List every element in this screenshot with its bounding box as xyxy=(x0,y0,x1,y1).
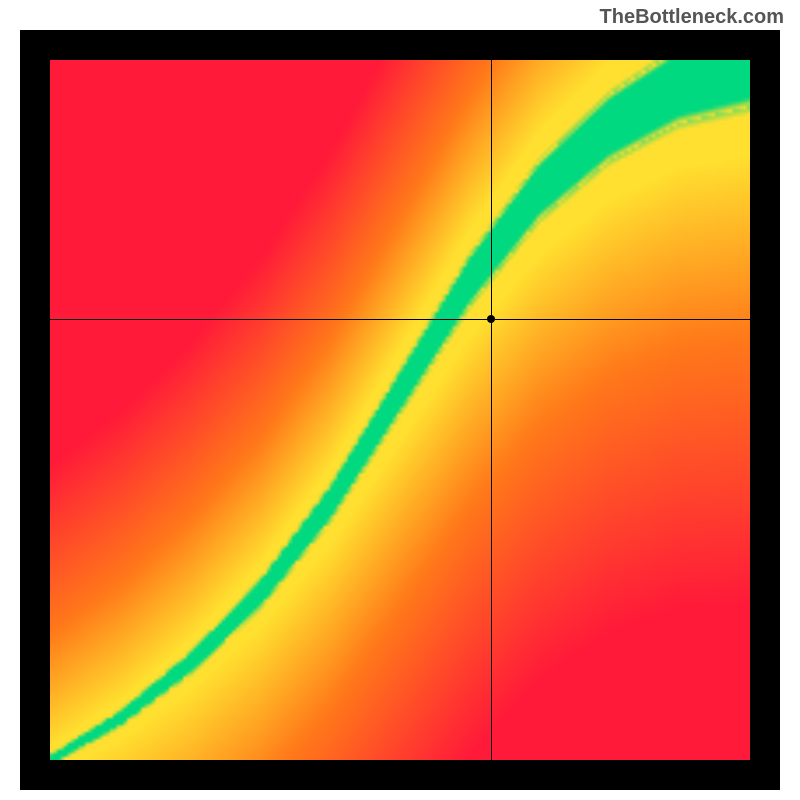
crosshair-marker xyxy=(487,315,495,323)
chart-container: TheBottleneck.com xyxy=(0,0,800,800)
chart-border xyxy=(20,30,780,790)
heatmap-canvas xyxy=(50,60,750,760)
crosshair-horizontal xyxy=(50,319,750,320)
watermark-text: TheBottleneck.com xyxy=(600,6,784,29)
crosshair-vertical xyxy=(491,60,492,760)
